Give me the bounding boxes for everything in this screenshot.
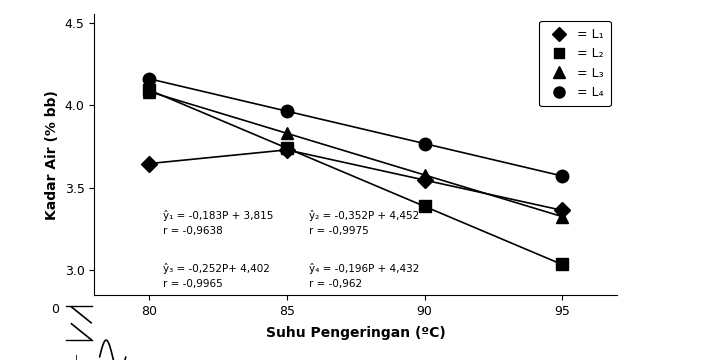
Y-axis label: Kadar Air (% bb): Kadar Air (% bb)	[45, 90, 60, 220]
Text: ŷ₁ = -0,183P + 3,815: ŷ₁ = -0,183P + 3,815	[163, 210, 274, 221]
Text: ŷ₂ = -0,352P + 4,452: ŷ₂ = -0,352P + 4,452	[309, 210, 419, 221]
Text: 0: 0	[51, 303, 60, 316]
Text: ŷ₄ = -0,196P + 4,432: ŷ₄ = -0,196P + 4,432	[309, 263, 420, 274]
Text: r = -0,9638: r = -0,9638	[163, 226, 223, 236]
Text: ŷ₃ = -0,252P+ 4,402: ŷ₃ = -0,252P+ 4,402	[163, 263, 270, 274]
Text: r = -0,962: r = -0,962	[309, 279, 362, 289]
Text: r = -0,9965: r = -0,9965	[163, 279, 223, 289]
Text: ⊥: ⊥	[70, 354, 81, 360]
Legend: = L₁, = L₂, = L₃, = L₄: = L₁, = L₂, = L₃, = L₄	[539, 21, 611, 107]
Text: r = -0,9975: r = -0,9975	[309, 226, 369, 236]
X-axis label: Suhu Pengeringan (ºC): Suhu Pengeringan (ºC)	[266, 326, 446, 340]
